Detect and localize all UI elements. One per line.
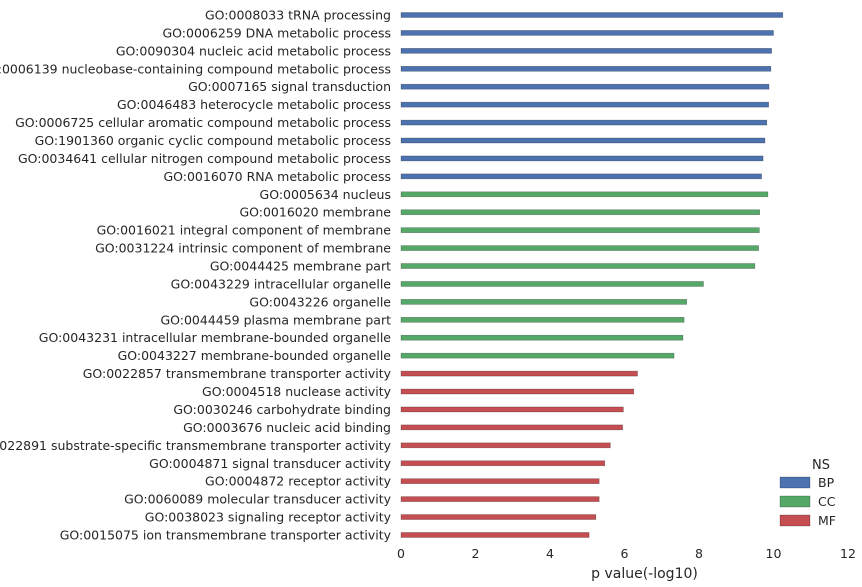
category-label: GO:0043231 intracellular membrane-bounde…: [39, 330, 392, 345]
category-label: GO:0046483 heterocycle metabolic process: [117, 97, 391, 112]
bar-bp: [400, 83, 770, 90]
category-label: GO:0006139 nucleobase-containing compoun…: [0, 61, 391, 76]
bar-cc: [400, 317, 685, 323]
bar-bp: [400, 119, 768, 126]
x-axis-label: p value(-log10): [591, 566, 698, 582]
bar-cc: [400, 281, 704, 287]
bar-cc: [400, 209, 761, 216]
x-tick-label: 10: [766, 546, 782, 561]
bar-mf: [400, 424, 623, 431]
bar-bp: [400, 155, 764, 162]
x-tick-label: 12: [840, 546, 856, 561]
x-tick-label: 4: [546, 546, 554, 561]
x-tick-label: 0: [397, 546, 405, 561]
bar-bp: [400, 12, 784, 18]
category-label: GO:0016070 RNA metabolic process: [163, 169, 391, 184]
category-label: GO:0004871 signal transducer activity: [149, 456, 391, 471]
legend-title: NS: [812, 458, 830, 473]
category-label: GO:0043229 intracellular organelle: [171, 276, 392, 291]
legend-label-mf: MF: [818, 513, 836, 528]
bar-bp: [400, 48, 772, 54]
legend-label-cc: CC: [818, 494, 836, 509]
bar-mf: [400, 478, 600, 484]
bar-cc: [400, 334, 684, 341]
legend: NS BP CC MF: [779, 458, 836, 528]
bar-bp: [400, 137, 766, 144]
bar-bp: [400, 65, 772, 72]
bar-mf: [400, 514, 597, 520]
bar-cc: [400, 299, 688, 305]
category-label: GO:0015075 ion transmembrane transporter…: [60, 527, 392, 542]
x-tick-label: 6: [621, 546, 629, 561]
bar-bp: [400, 101, 769, 108]
bar-mf: [400, 406, 624, 413]
bar-cc: [400, 245, 759, 251]
category-label: GO:0006259 DNA metabolic process: [163, 25, 392, 40]
category-label: GO:0044459 plasma membrane part: [160, 312, 391, 327]
legend-swatch-cc: [779, 495, 811, 508]
category-label: GO:0016020 membrane: [239, 205, 391, 220]
bar-mf: [400, 496, 600, 502]
bar-mf: [400, 460, 606, 467]
x-tick-label: 8: [695, 546, 703, 561]
category-label: GO:0043227 membrane-bounded organelle: [118, 348, 392, 363]
category-label: GO:0003676 nucleic acid binding: [183, 420, 391, 435]
category-label: GO:0060089 molecular transducer activity: [124, 492, 392, 507]
category-label: GO:0038023 signaling receptor activity: [145, 510, 392, 525]
bar-cc: [400, 227, 760, 233]
category-label: GO:0004518 nuclease activity: [202, 384, 392, 399]
category-label: GO:1901360 organic cyclic compound metab…: [35, 133, 391, 148]
legend-label-bp: BP: [818, 475, 835, 490]
bar-mf: [400, 370, 638, 377]
legend-swatch-mf: [779, 514, 811, 527]
category-label: GO:0006725 cellular aromatic compound me…: [15, 115, 391, 130]
category-labels: GO:0008033 tRNA processing GO:0006259 DNA…: [0, 8, 392, 543]
bar-mf: [400, 442, 611, 449]
category-label: GO:0022857 transmembrane transporter act…: [83, 366, 392, 381]
category-label: GO:0007165 signal transduction: [188, 79, 391, 94]
category-label: GO:0044425 membrane part: [210, 259, 391, 274]
category-label: GO:0016021 integral component of membran…: [97, 223, 392, 238]
x-axis-ticks: 0 2 4 6 8 10 12: [397, 546, 856, 561]
category-label: GO:0022891 substrate-specific transmembr…: [0, 438, 392, 453]
bar-mf: [400, 388, 635, 395]
category-label: GO:0008033 tRNA processing: [205, 8, 391, 23]
bar-cc: [400, 352, 675, 359]
bar-cc: [400, 191, 769, 198]
category-label: GO:0090304 nucleic acid metabolic proces…: [116, 43, 391, 58]
category-label: GO:0030246 carbohydrate binding: [173, 402, 391, 417]
category-label: GO:0005634 nucleus: [260, 187, 391, 202]
bar-cc: [400, 263, 756, 269]
category-label: GO:0004872 receptor activity: [205, 474, 392, 489]
x-tick-label: 2: [472, 546, 480, 561]
bars-layer: [400, 12, 784, 538]
legend-swatch-bp: [779, 476, 811, 489]
category-label: GO:0043226 organelle: [249, 294, 391, 309]
bar-bp: [400, 173, 762, 180]
category-label: GO:0034641 cellular nitrogen compound me…: [18, 151, 391, 166]
legend-items: BP CC MF: [779, 475, 836, 528]
bar-bp: [400, 30, 774, 36]
category-label: GO:0031224 intrinsic component of membra…: [95, 241, 391, 256]
bar-mf: [400, 532, 590, 538]
